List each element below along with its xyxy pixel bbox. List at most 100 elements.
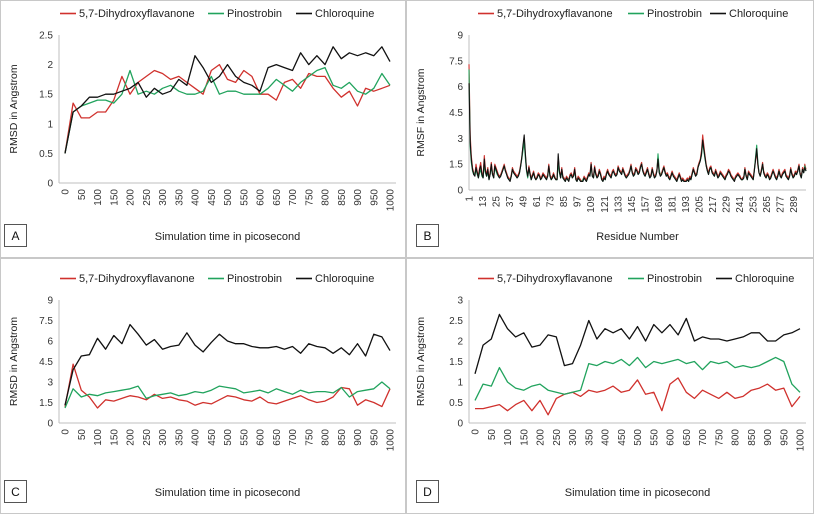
chart-panel-b: 01.534.567.591 13 25 37 49 61 73 85 97 109 121 133 1… [406, 0, 814, 258]
legend-label-pinostrobin: Pinostrobin [227, 8, 282, 20]
series-line-chloroquine [64, 323, 391, 406]
x-tick-label: 650 [272, 189, 283, 206]
y-tick-label: 7.5 [449, 56, 463, 67]
panel-border [406, 0, 814, 258]
x-tick-label: 0 [61, 189, 72, 195]
x-tick-label: 700 [288, 429, 299, 446]
y-tick-label: 2 [47, 60, 53, 71]
x-tick-label: 181 [667, 196, 678, 213]
x-tick-label: 800 [321, 429, 332, 446]
legend-label-dihydroxyflavanone: 5,7-Dihydroxyflavanone [497, 273, 613, 285]
x-tick-label: 950 [779, 429, 790, 446]
y-tick-label: 0 [457, 419, 463, 430]
panel-label-box [4, 224, 27, 247]
y-tick-label: 1 [457, 378, 463, 389]
x-tick-label: 109 [586, 196, 597, 213]
y-axis-title: RMSD in Angstrom [8, 64, 20, 154]
x-tick-label: 600 [256, 189, 267, 206]
x-tick-label: 121 [600, 196, 611, 213]
x-tick-label: 750 [714, 429, 725, 446]
x-tick-label: 850 [337, 429, 348, 446]
series-line-pinostrobin [64, 381, 391, 409]
x-tick-label: 400 [601, 429, 612, 446]
series-line-pinostrobin [64, 66, 391, 154]
x-tick-label: 0 [471, 429, 482, 435]
y-tick-label: 3 [457, 134, 463, 145]
x-tick-label: 145 [627, 196, 638, 213]
legend-label-dihydroxyflavanone: 5,7-Dihydroxyflavanone [79, 273, 195, 285]
y-axis-title: RMSD in Angstrom [8, 317, 20, 407]
x-tick-label: 1000 [796, 429, 807, 452]
legend-label-dihydroxyflavanone: 5,7-Dihydroxyflavanone [497, 8, 613, 20]
x-tick-label: 300 [568, 429, 579, 446]
x-tick-label: 900 [763, 429, 774, 446]
y-tick-label: 1.5 [39, 90, 53, 101]
x-tick-label: 350 [174, 429, 185, 446]
y-tick-label: 1 [47, 119, 53, 130]
x-tick-label: 900 [353, 429, 364, 446]
x-tick-label: 1000 [386, 189, 397, 212]
legend-label-chloroquine: Chloroquine [315, 8, 374, 20]
legend-label-dihydroxyflavanone: 5,7-Dihydroxyflavanone [79, 8, 195, 20]
y-tick-label: 0 [457, 186, 463, 197]
y-tick-label: 7.5 [39, 316, 53, 327]
x-tick-label: 253 [749, 196, 760, 213]
x-tick-label: 400 [191, 429, 202, 446]
x-tick-label: 100 [93, 189, 104, 206]
y-tick-label: 6 [457, 82, 463, 93]
x-tick-label: 250 [142, 429, 153, 446]
x-tick-label: 700 [288, 189, 299, 206]
x-tick-label: 150 [519, 429, 530, 446]
x-tick-label: 150 [109, 189, 120, 206]
y-tick-label: 2.5 [39, 31, 53, 42]
x-tick-label: 700 [698, 429, 709, 446]
panel-border [406, 258, 814, 514]
x-tick-label: 250 [142, 189, 153, 206]
x-tick-label: 1 [465, 196, 476, 202]
x-tick-label: 900 [353, 189, 364, 206]
legend-label-chloroquine: Chloroquine [729, 8, 788, 20]
series-line-pinostrobin [474, 356, 801, 401]
panel-border [0, 0, 406, 258]
legend-label-pinostrobin: Pinostrobin [647, 273, 702, 285]
y-axis-title: RMSD in Angstrom [415, 317, 427, 407]
y-tick-label: 0 [47, 419, 53, 430]
x-tick-label: 800 [731, 429, 742, 446]
chart-panel-d: 0 0.5 1 1.5 2 2.5 3 0 50 100 150 200 250 300 350 400 450… [406, 258, 814, 514]
panel-label-box [4, 480, 27, 503]
x-tick-label: 97 [573, 196, 584, 208]
x-axis-title: Simulation time in picosecond [155, 231, 301, 243]
x-tick-label: 100 [93, 429, 104, 446]
y-tick-label: 9 [457, 31, 463, 42]
x-tick-label: 750 [304, 429, 315, 446]
x-tick-label: 265 [762, 196, 773, 213]
x-tick-label: 25 [492, 196, 503, 208]
panel-label: C [11, 485, 20, 499]
x-tick-label: 200 [536, 429, 547, 446]
series-line-chloroquine [468, 83, 807, 182]
x-tick-label: 350 [584, 429, 595, 446]
y-tick-label: 1.5 [449, 357, 463, 368]
y-tick-label: 9 [47, 296, 53, 307]
x-tick-label: 13 [478, 196, 489, 208]
x-tick-label: 169 [654, 196, 665, 213]
y-tick-label: 6 [47, 337, 53, 348]
panel-border [0, 258, 406, 514]
legend-label-chloroquine: Chloroquine [735, 273, 794, 285]
x-axis-title: Simulation time in picosecond [565, 487, 711, 499]
x-tick-label: 500 [223, 429, 234, 446]
y-tick-label: 3 [457, 296, 463, 307]
y-tick-label: 0.5 [449, 398, 463, 409]
x-tick-label: 200 [126, 429, 137, 446]
x-tick-label: 600 [666, 429, 677, 446]
x-tick-label: 300 [158, 189, 169, 206]
x-tick-label: 350 [174, 189, 185, 206]
x-tick-label: 37 [505, 196, 516, 208]
x-tick-label: 61 [532, 196, 543, 208]
x-tick-label: 157 [640, 196, 651, 213]
x-tick-label: 850 [337, 189, 348, 206]
x-tick-label: 277 [776, 196, 787, 213]
panel-label: B [423, 229, 431, 243]
x-tick-label: 1000 [386, 429, 397, 452]
